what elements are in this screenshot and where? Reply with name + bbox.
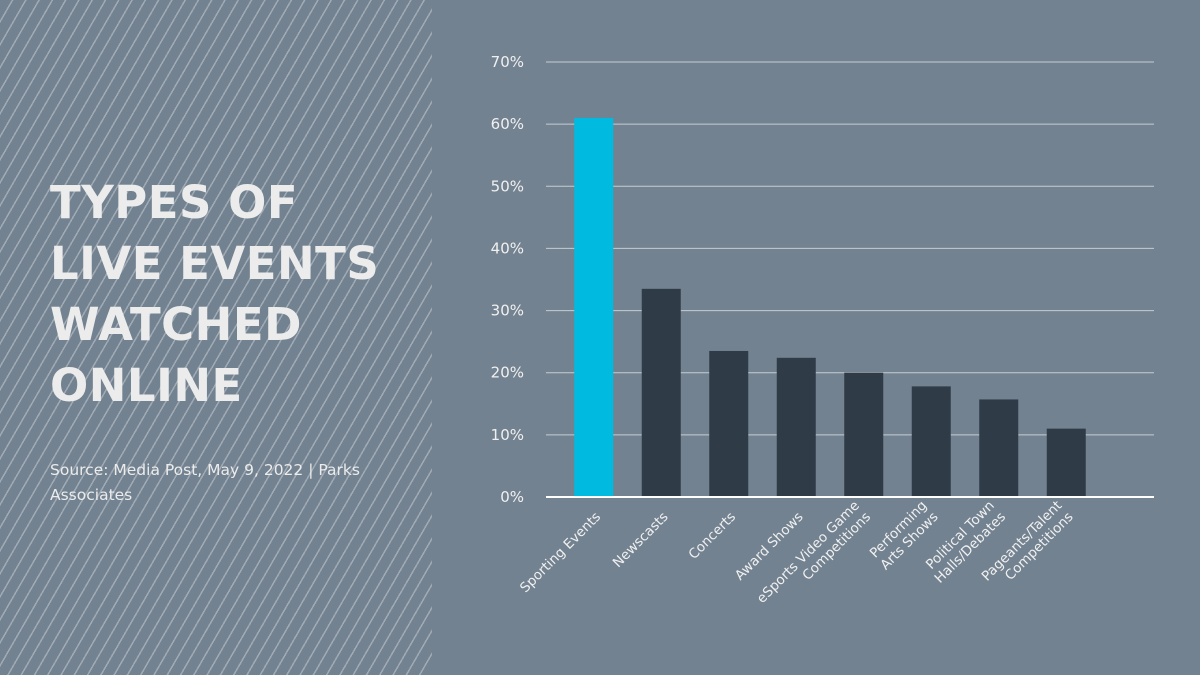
x-tick-label: eSports Video GameCompetitions	[754, 498, 874, 618]
x-tick-label: Concerts	[685, 509, 739, 563]
bar	[911, 386, 951, 497]
x-tick-label-line: Sporting Events	[517, 509, 604, 596]
bar	[574, 117, 614, 497]
bar	[844, 372, 884, 497]
y-tick-label: 10%	[491, 426, 524, 444]
x-tick-label: Newscasts	[610, 509, 672, 571]
y-tick-label: 40%	[491, 239, 524, 257]
bar	[1046, 428, 1086, 497]
y-tick-label: 70%	[491, 53, 524, 71]
bar	[641, 288, 681, 497]
bars	[574, 117, 1086, 497]
bar-chart: 0% 10% 20% 30% 40% 50% 60% 70% Sporting Events N…	[491, 53, 1154, 618]
y-tick-label: 60%	[491, 115, 524, 133]
bar	[979, 399, 1019, 497]
y-tick-label: 0%	[500, 488, 524, 506]
y-tick-label: 50%	[491, 177, 524, 195]
x-tick-label-line: Newscasts	[610, 509, 672, 571]
source-note: Source: Media Post, May 9, 2022 | Parks …	[50, 461, 360, 504]
bar	[709, 350, 749, 497]
page-title: TYPES OF LIVE EVENTS WATCHED ONLINE	[50, 176, 380, 412]
y-tick-label: 30%	[491, 302, 524, 320]
y-tick-label: 20%	[491, 364, 524, 382]
x-tick-label: Sporting Events	[517, 509, 604, 596]
bar	[776, 357, 816, 497]
y-axis-ticks: 0% 10% 20% 30% 40% 50% 60% 70%	[491, 53, 524, 506]
x-tick-label-line: Concerts	[685, 509, 739, 563]
left-panel: TYPES OF LIVE EVENTS WATCHED ONLINE Sour…	[0, 0, 432, 675]
